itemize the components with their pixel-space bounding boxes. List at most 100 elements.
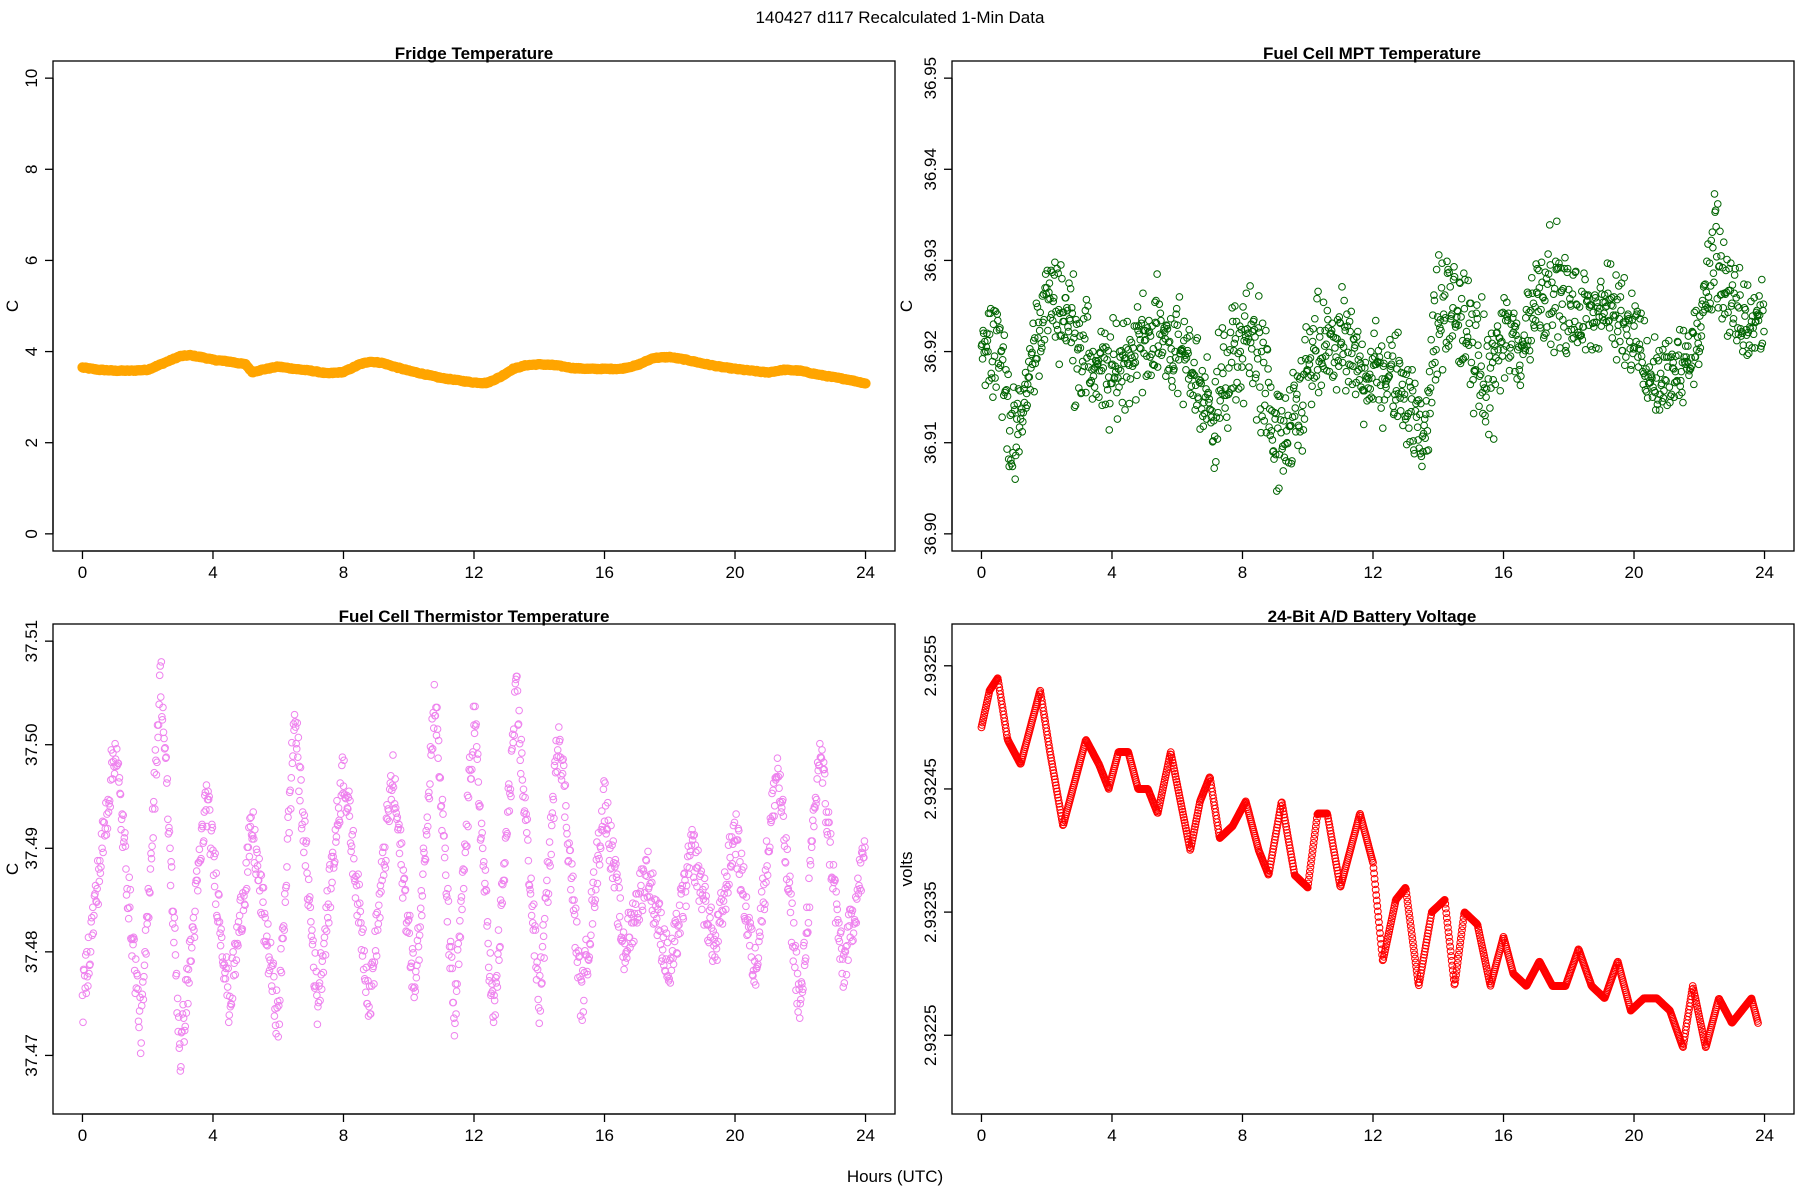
data-point — [1259, 338, 1267, 347]
data-point — [1645, 363, 1654, 371]
data-point — [1057, 261, 1065, 269]
data-point — [1383, 390, 1391, 399]
data-point — [1368, 374, 1376, 382]
data-point — [1144, 370, 1152, 379]
data-point — [1260, 417, 1269, 425]
data-point — [1410, 449, 1419, 458]
data-point — [1500, 374, 1509, 382]
data-point — [1351, 341, 1359, 349]
data-point — [997, 346, 1006, 355]
data-point — [1432, 345, 1440, 354]
data-point — [1195, 376, 1203, 384]
x-tick-label: 8 — [1238, 563, 1247, 582]
data-point — [1661, 376, 1669, 384]
data-point — [1577, 331, 1586, 339]
data-point — [1460, 304, 1469, 313]
data-point — [1215, 414, 1224, 422]
data-point — [1373, 378, 1381, 387]
data-point — [1648, 374, 1656, 382]
data-point — [1151, 318, 1160, 327]
data-point — [1109, 350, 1118, 359]
data-point — [1337, 338, 1346, 347]
data-point — [1189, 370, 1198, 379]
x-tick-label: 8 — [339, 1126, 348, 1145]
data-point — [1277, 407, 1286, 415]
data-point — [1358, 340, 1366, 349]
data-point — [1172, 304, 1181, 313]
data-point — [1069, 356, 1077, 365]
data-point — [1230, 339, 1239, 348]
data-point — [1464, 341, 1473, 349]
data-point — [1438, 365, 1447, 374]
data-point — [988, 374, 996, 382]
y-axis-label: volts — [897, 852, 916, 887]
data-point — [1165, 337, 1174, 346]
data-point — [1503, 313, 1512, 321]
data-point — [1589, 308, 1598, 317]
data-point — [1311, 314, 1319, 323]
data-point — [1591, 291, 1599, 299]
data-point — [1070, 403, 1079, 411]
data-point — [1183, 346, 1192, 355]
data-point — [1252, 416, 1261, 424]
data-point — [1294, 441, 1302, 450]
data-point — [1114, 365, 1123, 373]
data-point — [1696, 344, 1705, 352]
data-point — [1342, 367, 1351, 376]
data-point — [1049, 293, 1058, 302]
data-point — [1481, 417, 1490, 426]
data-point — [1254, 324, 1263, 332]
data-point — [1351, 390, 1360, 399]
data-point — [1387, 360, 1396, 369]
data-point — [1307, 400, 1316, 409]
data-point — [1259, 358, 1268, 367]
data-point — [1180, 317, 1189, 326]
data-point — [1570, 325, 1579, 334]
data-point — [1629, 345, 1638, 353]
data-point — [1221, 404, 1229, 412]
data-point — [1279, 467, 1288, 475]
data-point — [1679, 326, 1688, 335]
data-point — [1671, 367, 1680, 376]
data-point — [1018, 417, 1027, 426]
data-point — [1003, 392, 1012, 401]
data-point — [1365, 370, 1374, 379]
data-point — [1276, 392, 1284, 401]
data-point — [1232, 396, 1240, 404]
x-tick-label: 20 — [1625, 563, 1644, 582]
data-point — [1545, 221, 1554, 229]
data-point — [1097, 327, 1105, 336]
data-point — [1603, 259, 1612, 267]
data-point — [1612, 355, 1621, 364]
data-point — [1090, 383, 1099, 391]
data-point — [1443, 257, 1451, 266]
data-point — [985, 376, 993, 385]
data-point — [1251, 374, 1260, 382]
data-point — [1077, 388, 1086, 397]
data-point — [1459, 355, 1468, 363]
data-point — [1546, 261, 1555, 269]
data-point — [1635, 345, 1643, 353]
data-point — [1557, 286, 1566, 295]
data-point — [1025, 373, 1034, 381]
data-point — [1338, 283, 1346, 291]
x-tick-label: 0 — [78, 563, 87, 582]
x-tick-label: 0 — [78, 1126, 87, 1145]
data-point — [1198, 366, 1207, 375]
data-point — [1054, 269, 1062, 277]
data-point — [1103, 386, 1112, 394]
data-point — [1113, 415, 1122, 423]
data-point — [1652, 374, 1661, 382]
data-point — [1616, 293, 1625, 301]
data-marks — [977, 190, 1768, 495]
data-point — [979, 326, 987, 335]
data-point — [1593, 298, 1601, 307]
data-point — [1484, 375, 1493, 383]
data-point — [1228, 317, 1237, 326]
data-point — [1066, 284, 1075, 293]
data-point — [1674, 338, 1682, 347]
data-point — [1322, 340, 1331, 349]
data-point — [1280, 417, 1288, 425]
data-point — [1265, 423, 1273, 432]
data-point — [1564, 285, 1573, 294]
